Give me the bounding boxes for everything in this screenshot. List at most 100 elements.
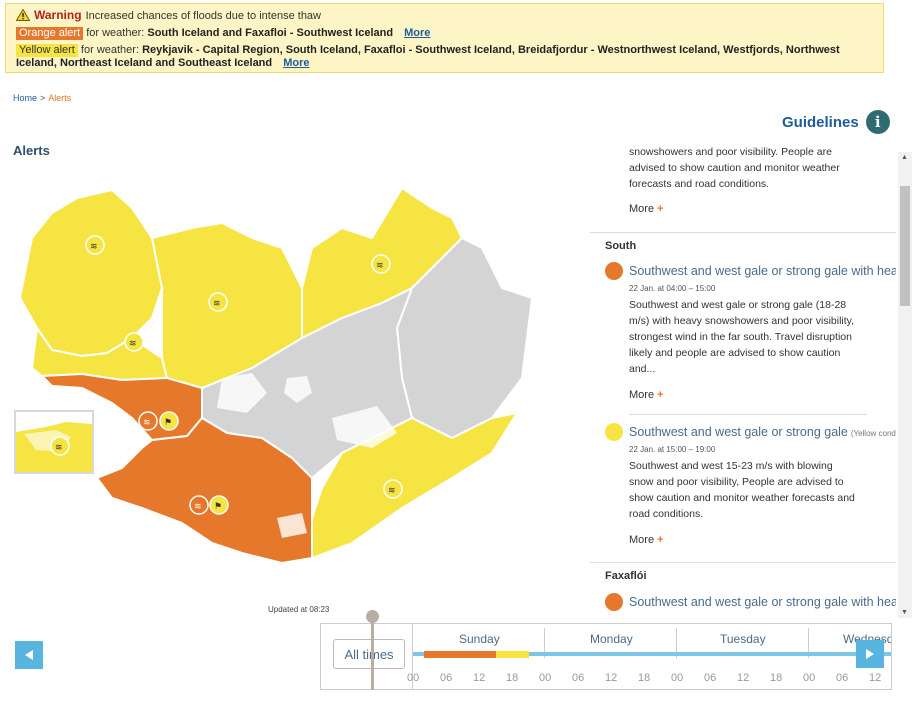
weather-marker-yellow[interactable]: ≋ bbox=[124, 332, 144, 352]
glacier bbox=[277, 513, 307, 538]
alert-description: Southwest and west 15-23 m/s with blowin… bbox=[629, 458, 889, 522]
timeline-handle-stem[interactable] bbox=[371, 612, 374, 690]
plus-icon: + bbox=[657, 389, 664, 401]
more-link[interactable]: More + bbox=[629, 203, 664, 215]
guidelines-link[interactable]: Guidelines i bbox=[782, 110, 890, 134]
hour-label: 18 bbox=[770, 672, 783, 684]
updated-timestamp: Updated at 08:23 bbox=[268, 605, 330, 614]
warning-title: Warning bbox=[34, 8, 82, 22]
timeline[interactable]: All times Sunday Monday Tuesday Wednesd … bbox=[320, 623, 892, 690]
day-label: Sunday bbox=[459, 632, 500, 646]
hour-label: 18 bbox=[638, 672, 651, 684]
weather-marker-yellow[interactable]: ≋ bbox=[85, 235, 105, 255]
info-icon[interactable]: i bbox=[865, 110, 890, 134]
orange-alert-for: for weather: bbox=[86, 27, 145, 39]
alert-map[interactable]: ≋ ≋ ≋ ≋ ≋ ⚑ ≋ ⚑ ≋ bbox=[12, 178, 532, 578]
more-label[interactable]: More bbox=[629, 389, 655, 401]
more-label[interactable]: More bbox=[629, 203, 655, 215]
divider bbox=[629, 414, 867, 415]
day-label: Monday bbox=[590, 632, 633, 646]
yellow-alert-row: Yellow alert for weather: Reykjavik - Ca… bbox=[16, 44, 875, 70]
warning-banner: Warning Increased chances of floods due t… bbox=[5, 3, 884, 73]
alert-title[interactable]: Southwest and west gale or strong gale bbox=[629, 425, 848, 439]
alert-title-row[interactable]: Southwest and west gale or strong gale (… bbox=[629, 425, 896, 439]
hour-label: 12 bbox=[869, 672, 882, 684]
weather-marker-yellow[interactable]: ⚑ bbox=[159, 411, 179, 431]
hour-label: 12 bbox=[473, 672, 486, 684]
region-westfjords[interactable] bbox=[18, 188, 164, 358]
svg-text:⚑: ⚑ bbox=[164, 417, 172, 427]
weather-marker-yellow[interactable]: ≋ bbox=[371, 254, 391, 274]
alert-text-line: forecasts and road conditions. bbox=[629, 178, 770, 190]
alert-date: 22 Jan. at 15:00 – 19:00 bbox=[629, 445, 716, 454]
glacier bbox=[332, 406, 397, 448]
alert-description: Southwest and west gale or strong gale (… bbox=[629, 297, 889, 377]
orange-alert-period bbox=[424, 651, 496, 658]
alert-fragment: snowshowers and poor visibility. People … bbox=[629, 144, 889, 192]
day-divider bbox=[544, 628, 545, 658]
plus-icon: + bbox=[657, 203, 664, 215]
capital-region-map[interactable]: ≋ bbox=[16, 412, 92, 472]
plus-icon: + bbox=[657, 534, 664, 546]
arrow-left-icon bbox=[25, 650, 33, 660]
breadcrumb-home[interactable]: Home bbox=[13, 93, 38, 103]
yellow-alert-icon bbox=[605, 423, 623, 441]
orange-alert-icon bbox=[605, 593, 623, 611]
breadcrumb-separator: > bbox=[40, 93, 46, 103]
scroll-up-icon[interactable]: ▲ bbox=[901, 154, 908, 161]
timeline-track[interactable] bbox=[413, 652, 891, 656]
alert-text-line: strongest wind in the far south. Travel … bbox=[629, 331, 852, 343]
svg-text:≋: ≋ bbox=[376, 260, 384, 270]
warning-row: Warning Increased chances of floods due t… bbox=[16, 8, 875, 24]
weather-marker-yellow[interactable]: ≋ bbox=[208, 292, 228, 312]
glacier bbox=[284, 376, 312, 403]
alert-text-line: road conditions. bbox=[629, 508, 704, 520]
hour-label: 06 bbox=[836, 672, 849, 684]
scroll-thumb[interactable] bbox=[900, 186, 910, 306]
more-link[interactable]: More + bbox=[629, 389, 664, 401]
yellow-more-link[interactable]: More bbox=[283, 57, 310, 69]
day-divider bbox=[676, 628, 677, 658]
alerts-panel[interactable]: snowshowers and poor visibility. People … bbox=[590, 140, 896, 618]
svg-text:≋: ≋ bbox=[388, 485, 396, 495]
hour-label: 12 bbox=[605, 672, 618, 684]
svg-text:⚑: ⚑ bbox=[214, 501, 222, 511]
hour-label: 00 bbox=[671, 672, 684, 684]
alert-text-line: snow and poor visibility, People are adv… bbox=[629, 476, 844, 488]
region-heading-south: South bbox=[605, 240, 637, 252]
guidelines-label[interactable]: Guidelines bbox=[782, 113, 859, 131]
timeline-prev-button[interactable] bbox=[15, 641, 43, 669]
orange-alert-regions: South Iceland and Faxafloi - Southwest I… bbox=[147, 27, 394, 39]
capital-region-inset[interactable]: ≋ bbox=[14, 410, 94, 474]
alert-title[interactable]: Southwest and west gale or strong gale w… bbox=[629, 595, 896, 609]
timeline-handle[interactable] bbox=[366, 610, 379, 623]
scroll-down-icon[interactable]: ▼ bbox=[901, 609, 908, 616]
hour-label: 18 bbox=[506, 672, 519, 684]
weather-marker-yellow[interactable]: ≋ bbox=[50, 436, 70, 456]
alert-title[interactable]: Southwest and west gale or strong gale w… bbox=[629, 264, 896, 278]
svg-text:≋: ≋ bbox=[143, 417, 151, 427]
hour-label: 06 bbox=[440, 672, 453, 684]
svg-text:≋: ≋ bbox=[129, 338, 137, 348]
panel-scrollbar[interactable]: ▲ ▼ bbox=[898, 152, 912, 618]
divider bbox=[590, 232, 896, 233]
warning-text: Increased chances of floods due to inten… bbox=[85, 10, 321, 22]
region-south[interactable] bbox=[95, 416, 313, 565]
hour-label: 06 bbox=[704, 672, 717, 684]
weather-marker-orange[interactable]: ≋ bbox=[138, 411, 158, 431]
timeline-next-button[interactable] bbox=[856, 640, 884, 668]
weather-marker-orange[interactable]: ≋ bbox=[189, 495, 209, 515]
breadcrumb-current: Alerts bbox=[48, 93, 72, 103]
divider bbox=[590, 562, 896, 563]
all-times-button[interactable]: All times bbox=[333, 639, 405, 669]
alert-text-line: snowshowers and poor visibility. People … bbox=[629, 146, 832, 158]
weather-marker-yellow[interactable]: ⚑ bbox=[209, 495, 229, 515]
yellow-alert-tag: Yellow alert bbox=[16, 44, 78, 57]
alert-text-line: Southwest and west 15-23 m/s with blowin… bbox=[629, 460, 833, 472]
svg-text:≋: ≋ bbox=[194, 501, 202, 511]
orange-more-link[interactable]: More bbox=[404, 27, 431, 39]
divider bbox=[412, 624, 413, 689]
weather-marker-yellow[interactable]: ≋ bbox=[383, 479, 403, 499]
more-link[interactable]: More + bbox=[629, 534, 664, 546]
more-label[interactable]: More bbox=[629, 534, 655, 546]
